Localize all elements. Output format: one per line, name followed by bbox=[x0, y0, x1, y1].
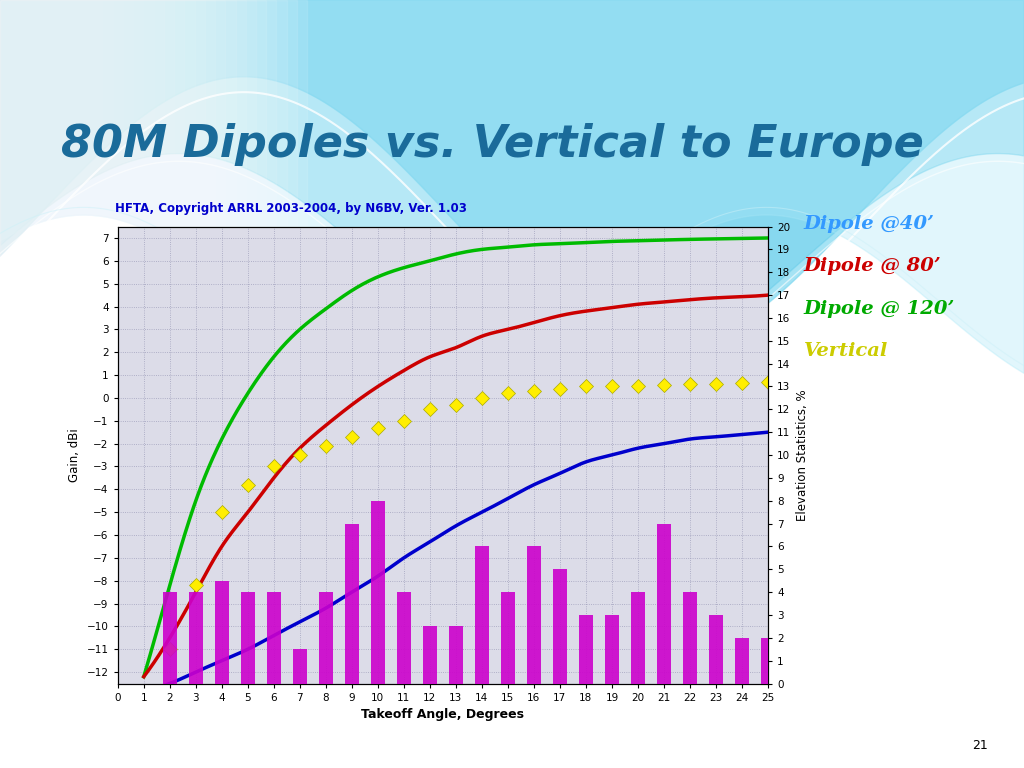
Bar bbox=[735, 637, 750, 684]
Bar bbox=[761, 637, 775, 684]
Bar bbox=[0, 0, 143, 768]
Bar bbox=[423, 627, 437, 684]
Bar bbox=[0, 0, 82, 768]
Bar bbox=[0, 0, 307, 768]
Y-axis label: Gain, dBi: Gain, dBi bbox=[69, 429, 81, 482]
Bar bbox=[0, 0, 133, 768]
Bar bbox=[0, 0, 256, 768]
Bar bbox=[0, 0, 164, 768]
Bar bbox=[449, 627, 463, 684]
Bar bbox=[0, 0, 174, 768]
Bar bbox=[0, 0, 195, 768]
Bar bbox=[0, 0, 215, 768]
Bar bbox=[0, 0, 297, 768]
Bar bbox=[0, 0, 276, 768]
Text: 80M Dipoles vs. Vertical to Europe: 80M Dipoles vs. Vertical to Europe bbox=[61, 123, 925, 166]
Bar bbox=[0, 0, 102, 768]
X-axis label: Takeoff Angle, Degrees: Takeoff Angle, Degrees bbox=[361, 708, 524, 721]
Bar bbox=[293, 649, 307, 684]
Y-axis label: Elevation Statistics, %: Elevation Statistics, % bbox=[796, 389, 809, 521]
Bar bbox=[553, 569, 567, 684]
Text: Dipole @ 120’: Dipole @ 120’ bbox=[804, 300, 955, 317]
Bar bbox=[526, 547, 541, 684]
Bar bbox=[0, 0, 205, 768]
Text: 21: 21 bbox=[973, 739, 988, 752]
Bar bbox=[215, 581, 229, 684]
Bar bbox=[0, 0, 154, 768]
Bar bbox=[656, 524, 671, 684]
Bar bbox=[0, 0, 236, 768]
Bar bbox=[501, 592, 515, 684]
Bar bbox=[0, 0, 41, 768]
Bar bbox=[0, 0, 31, 768]
Bar bbox=[475, 547, 489, 684]
Bar bbox=[0, 0, 184, 768]
Bar bbox=[345, 524, 359, 684]
Text: Dipole @40’: Dipole @40’ bbox=[804, 215, 935, 233]
Bar bbox=[318, 592, 333, 684]
Bar bbox=[0, 0, 123, 768]
Bar bbox=[241, 592, 255, 684]
Bar bbox=[579, 615, 593, 684]
Bar bbox=[371, 501, 385, 684]
Bar bbox=[0, 0, 246, 768]
Bar bbox=[163, 592, 177, 684]
Bar bbox=[709, 615, 723, 684]
Text: Dipole @ 80’: Dipole @ 80’ bbox=[804, 257, 941, 275]
Bar bbox=[0, 0, 225, 768]
Bar bbox=[631, 592, 645, 684]
Text: HFTA, Copyright ARRL 2003-2004, by N6BV, Ver. 1.03: HFTA, Copyright ARRL 2003-2004, by N6BV,… bbox=[115, 202, 466, 215]
Bar bbox=[0, 0, 287, 768]
Bar bbox=[0, 0, 266, 768]
Bar bbox=[396, 592, 411, 684]
Bar bbox=[0, 0, 51, 768]
Bar bbox=[0, 0, 72, 768]
Bar bbox=[0, 0, 92, 768]
Bar bbox=[0, 0, 113, 768]
Bar bbox=[0, 0, 10, 768]
Bar bbox=[683, 592, 697, 684]
Bar bbox=[0, 0, 20, 768]
Bar bbox=[605, 615, 620, 684]
Bar bbox=[188, 592, 203, 684]
Bar bbox=[0, 0, 61, 768]
Text: Vertical: Vertical bbox=[804, 342, 888, 359]
Bar bbox=[266, 592, 281, 684]
